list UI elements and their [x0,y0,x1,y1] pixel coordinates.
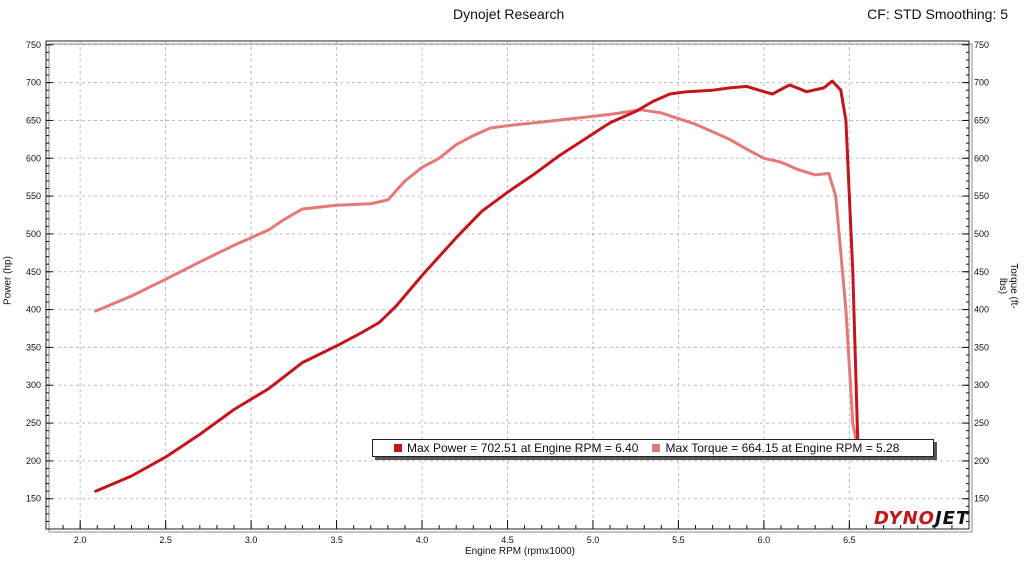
y-tick-label-left: 200 [26,456,41,466]
legend-item-torque: Max Torque = 664.15 at Engine RPM = 5.28 [638,441,899,455]
x-tick-label: 5.5 [672,535,685,545]
legend: Max Power = 702.51 at Engine RPM = 6.40 … [372,439,934,457]
plot-area [46,41,973,533]
x-tick-label: 2.0 [74,535,87,545]
y-axis-label-right: Torque (ft-lbs) [997,263,1019,309]
y-tick-label-right: 550 [974,191,989,201]
plot-shadow [48,43,973,533]
y-tick-label-right: 600 [974,153,989,163]
logo-part-1: DYNO [874,508,935,529]
x-tick-label: 2.5 [159,535,172,545]
legend-power-text: Max Power = 702.51 at Engine RPM = 6.40 [407,441,639,455]
x-tick-label: 4.0 [416,535,429,545]
chart-title: Dynojet Research [453,6,565,22]
legend-torque-text: Max Torque = 664.15 at Engine RPM = 5.28 [665,441,900,455]
y-tick-label-left: 300 [26,380,41,390]
y-tick-label-left: 350 [26,342,41,352]
x-tick-label: 3.5 [330,535,343,545]
y-tick-label-left: 250 [26,418,41,428]
dynojet-logo: DYNOJET [874,508,969,529]
legend-item-power: Max Power = 702.51 at Engine RPM = 6.40 [373,441,638,455]
y-tick-label-right: 450 [974,267,989,277]
x-tick-label: 3.0 [245,535,258,545]
y-tick-label-left: 750 [26,40,41,50]
y-tick-label-right: 300 [974,380,989,390]
x-tick-label: 4.5 [501,535,514,545]
series-line-torque [94,108,860,452]
x-tick-label: 6.0 [758,535,771,545]
y-tick-label-left: 150 [26,494,41,504]
y-tick-label-right: 750 [974,40,989,50]
correction-settings: CF: STD Smoothing: 5 [867,6,1008,22]
y-tick-label-right: 400 [974,305,989,315]
y-tick-label-left: 650 [26,115,41,125]
y-tick-label-right: 500 [974,229,989,239]
legend-swatch-torque [652,444,661,452]
y-tick-label-left: 450 [26,267,41,277]
x-tick-label: 6.5 [843,535,856,545]
logo-part-2: JET [934,508,970,529]
y-tick-label-right: 700 [974,78,989,88]
y-tick-label-left: 500 [26,229,41,239]
y-tick-label-right: 150 [974,494,989,504]
y-tick-label-right: 250 [974,418,989,428]
x-axis-label: Engine RPM (rpmx1000) [464,546,576,557]
x-tick-label: 5.0 [587,535,600,545]
y-tick-label-left: 600 [26,153,41,163]
series-lines [94,79,860,493]
y-tick-label-right: 650 [974,115,989,125]
grid-lines [46,41,969,529]
legend-swatch-power [394,444,402,452]
y-tick-label-left: 550 [26,191,41,201]
y-tick-label-right: 350 [974,342,989,352]
axes: 2.0 2.5 3.0 3.5 4.0 4.5 5.0 5.5 6.0 6.5 150 150 200 2… [26,40,989,545]
y-tick-label-left: 700 [26,78,41,88]
y-tick-label-left: 400 [26,305,41,315]
y-axis-label-left: Power (hp) [2,256,14,305]
plot-frame [45,40,970,530]
y-tick-label-right: 200 [974,456,989,466]
series-line-power [94,79,860,493]
